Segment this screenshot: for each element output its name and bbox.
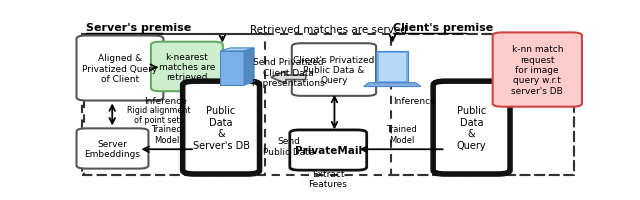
Text: Inference: Inference xyxy=(144,97,187,105)
Text: Client's premise: Client's premise xyxy=(394,23,493,32)
Text: Extract
Features: Extract Features xyxy=(308,169,348,188)
Text: PrivateMail: PrivateMail xyxy=(294,145,362,155)
FancyBboxPatch shape xyxy=(77,36,163,101)
Text: Server's premise: Server's premise xyxy=(86,23,192,32)
FancyBboxPatch shape xyxy=(493,33,582,107)
FancyBboxPatch shape xyxy=(77,129,148,169)
Text: Send Privatized
Client Data
Representations: Send Privatized Client Data Representati… xyxy=(252,58,325,88)
FancyBboxPatch shape xyxy=(182,82,260,174)
FancyBboxPatch shape xyxy=(290,130,367,170)
Text: Inference: Inference xyxy=(394,97,436,105)
Text: Aligned &
Privatized Query
of Client: Aligned & Privatized Query of Client xyxy=(83,54,157,83)
Text: k-nn match
request
for image
query w.r.t
server's DB: k-nn match request for image query w.r.t… xyxy=(511,45,563,95)
Text: Retrieved matches are served: Retrieved matches are served xyxy=(250,24,406,34)
Polygon shape xyxy=(376,52,408,83)
Text: Client's Privatized
Public Data &
Query: Client's Privatized Public Data & Query xyxy=(293,55,374,85)
Text: Public
Data
&
Query: Public Data & Query xyxy=(457,106,486,150)
Polygon shape xyxy=(220,49,254,52)
Polygon shape xyxy=(364,83,420,87)
FancyBboxPatch shape xyxy=(292,44,376,96)
Polygon shape xyxy=(379,54,406,82)
Text: Rigid alignment
of point sets: Rigid alignment of point sets xyxy=(127,105,191,125)
Polygon shape xyxy=(271,72,306,84)
Polygon shape xyxy=(244,49,254,86)
Text: Public
Data
&
Server's DB: Public Data & Server's DB xyxy=(193,106,250,150)
FancyBboxPatch shape xyxy=(433,82,510,174)
Text: Server
Embeddings: Server Embeddings xyxy=(84,139,141,158)
Text: Trained
Model: Trained Model xyxy=(386,125,417,144)
Text: Trained
Model: Trained Model xyxy=(152,125,182,144)
Text: k-nearest
matches are
retrieved: k-nearest matches are retrieved xyxy=(159,52,215,82)
FancyBboxPatch shape xyxy=(151,42,223,92)
Text: Send
Public Data: Send Public Data xyxy=(262,136,314,156)
Polygon shape xyxy=(220,52,244,86)
